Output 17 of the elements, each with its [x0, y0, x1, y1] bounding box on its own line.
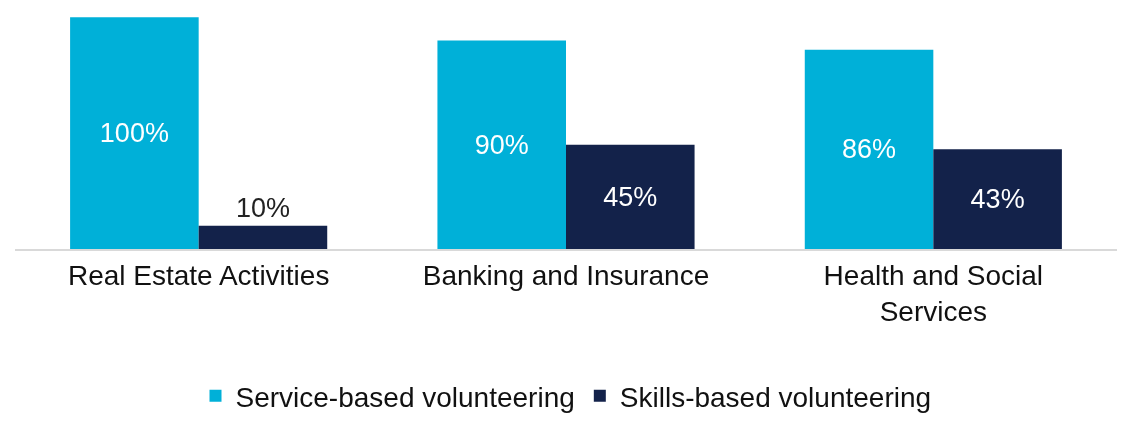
bar — [566, 144, 695, 249]
bar — [933, 149, 1062, 249]
data-label: 43% — [970, 184, 1025, 215]
x-tick-label: Health and Social Services — [823, 259, 1044, 327]
bar — [70, 17, 199, 249]
data-label: 10% — [235, 192, 290, 223]
data-label: 45% — [603, 181, 658, 212]
x-tick-label: Banking and Insurance — [422, 259, 710, 291]
data-label: 86% — [842, 134, 897, 165]
bar — [437, 40, 566, 249]
x-tick-label: Real Estate Activities — [67, 259, 330, 291]
legend-label: Skills-based volunteering — [619, 381, 932, 413]
data-label: 100% — [99, 118, 169, 149]
bar — [198, 225, 328, 249]
bar — [804, 49, 934, 249]
data-label: 90% — [474, 129, 529, 160]
legend-label: Service-based volunteering — [235, 381, 575, 413]
